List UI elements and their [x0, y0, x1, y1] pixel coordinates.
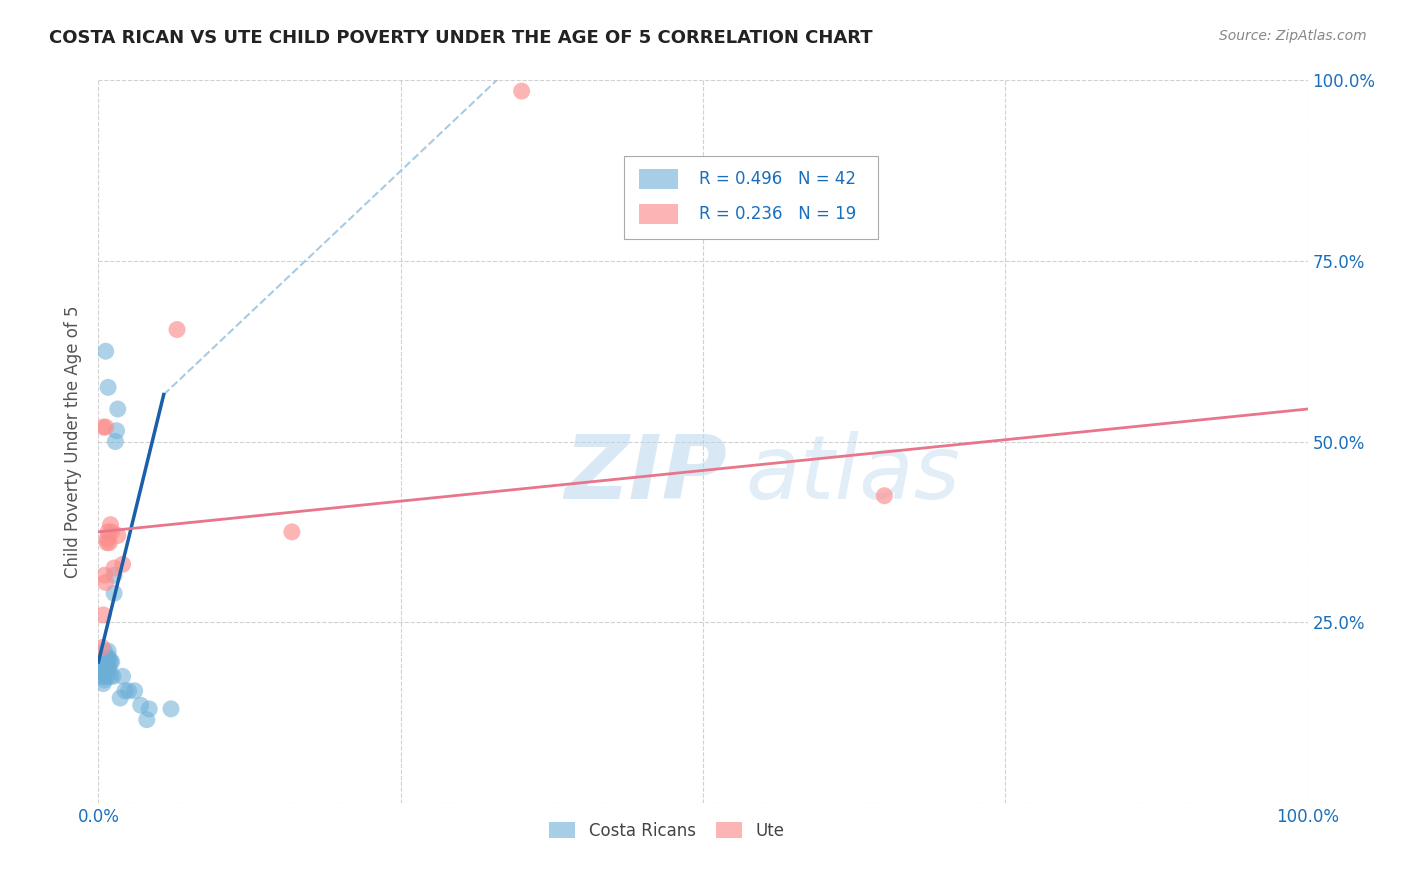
Point	[100, 655, 122, 669]
Point	[91, 607, 114, 622]
FancyBboxPatch shape	[624, 156, 879, 239]
Point	[97, 644, 120, 658]
Point	[510, 84, 533, 98]
Text: Source: ZipAtlas.com: Source: ZipAtlas.com	[1219, 29, 1367, 44]
Point	[96, 662, 118, 676]
Legend: Costa Ricans, Ute: Costa Ricans, Ute	[543, 815, 792, 847]
Point	[91, 655, 114, 669]
Point	[96, 669, 118, 683]
Point	[873, 489, 896, 503]
Point	[105, 424, 128, 438]
Point	[138, 702, 160, 716]
Point	[129, 698, 152, 713]
Point	[98, 662, 121, 676]
Point	[94, 655, 117, 669]
Point	[96, 532, 118, 546]
Point	[118, 683, 141, 698]
Text: R = 0.236   N = 19: R = 0.236 N = 19	[699, 205, 856, 223]
Point	[107, 528, 129, 542]
Point	[91, 676, 114, 690]
Point	[93, 568, 115, 582]
Point	[91, 420, 114, 434]
Point	[160, 702, 183, 716]
Point	[100, 669, 122, 683]
Point	[104, 434, 127, 449]
Point	[97, 651, 120, 665]
Point	[98, 651, 121, 665]
Point	[91, 669, 114, 683]
Text: COSTA RICAN VS UTE CHILD POVERTY UNDER THE AGE OF 5 CORRELATION CHART: COSTA RICAN VS UTE CHILD POVERTY UNDER T…	[49, 29, 873, 47]
Point	[91, 655, 114, 669]
Point	[103, 568, 125, 582]
Y-axis label: Child Poverty Under the Age of 5: Child Poverty Under the Age of 5	[63, 305, 82, 578]
Point	[94, 575, 117, 590]
Point	[98, 535, 121, 549]
Point	[96, 655, 118, 669]
Point	[94, 344, 117, 359]
Point	[93, 673, 115, 687]
Text: R = 0.496   N = 42: R = 0.496 N = 42	[699, 170, 856, 188]
Point	[135, 713, 157, 727]
Text: atlas: atlas	[745, 431, 960, 517]
Point	[93, 662, 115, 676]
Point	[91, 669, 114, 683]
Point	[91, 662, 114, 676]
Point	[94, 662, 117, 676]
Point	[94, 420, 117, 434]
Point	[93, 644, 115, 658]
Point	[91, 640, 114, 655]
Point	[100, 655, 122, 669]
Point	[111, 558, 134, 572]
Point	[166, 322, 188, 336]
Point	[107, 402, 129, 417]
Point	[94, 651, 117, 665]
Point	[111, 669, 134, 683]
Point	[108, 691, 131, 706]
Point	[124, 683, 146, 698]
FancyBboxPatch shape	[638, 204, 678, 224]
Point	[101, 669, 124, 683]
Text: ZIP: ZIP	[564, 431, 727, 517]
Point	[114, 683, 136, 698]
Point	[97, 380, 120, 394]
Point	[103, 586, 125, 600]
Point	[93, 655, 115, 669]
Point	[96, 535, 118, 549]
Point	[100, 524, 122, 539]
Point	[100, 517, 122, 532]
Point	[97, 658, 120, 673]
Point	[103, 561, 125, 575]
Point	[97, 524, 120, 539]
FancyBboxPatch shape	[638, 169, 678, 189]
Point	[93, 665, 115, 680]
Point	[281, 524, 304, 539]
